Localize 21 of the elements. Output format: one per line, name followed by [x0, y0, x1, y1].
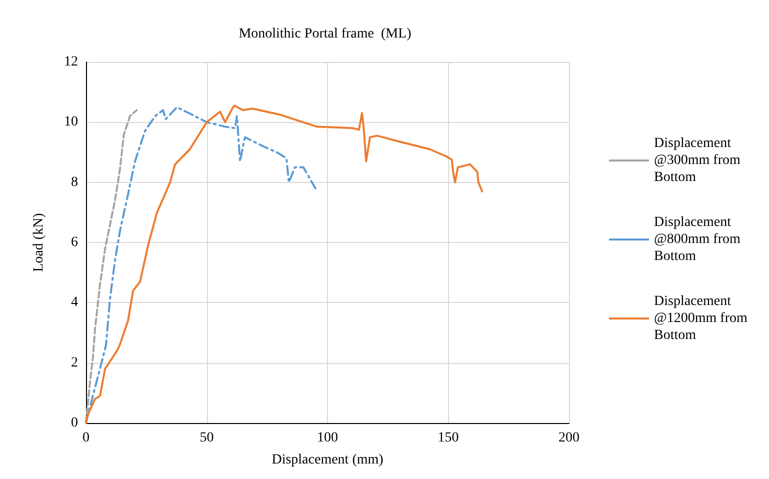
- chart-title: Monolithic Portal frame (ML): [238, 26, 412, 42]
- y-tick-label: 6: [71, 235, 78, 250]
- y-tick-label: 4: [71, 295, 78, 310]
- x-tick-label: 150: [438, 430, 459, 446]
- legend-label: Displacement @1200mm from Bottom: [654, 294, 751, 343]
- x-tick-label: 100: [317, 430, 338, 446]
- x-tick-label: 0: [82, 430, 90, 446]
- y-axis-title: Load (kN): [32, 212, 46, 272]
- x-tick-label: 200: [558, 430, 580, 446]
- x-axis-title: Displacement (mm): [272, 452, 384, 468]
- y-tick-label: 10: [64, 114, 78, 130]
- y-tick-label: 8: [71, 174, 78, 190]
- legend-label: Displacement @300mm from Bottom: [654, 136, 744, 185]
- line-series: [85, 104, 484, 424]
- y-tick-label: 2: [71, 355, 78, 370]
- y-tick-label: 12: [64, 54, 78, 70]
- line-series: [85, 106, 316, 424]
- x-tick-label: 50: [200, 430, 214, 446]
- y-tick-label: 0: [71, 416, 78, 430]
- legend-label: Displacement @800mm from Bottom: [654, 215, 744, 264]
- line-series: [85, 109, 138, 424]
